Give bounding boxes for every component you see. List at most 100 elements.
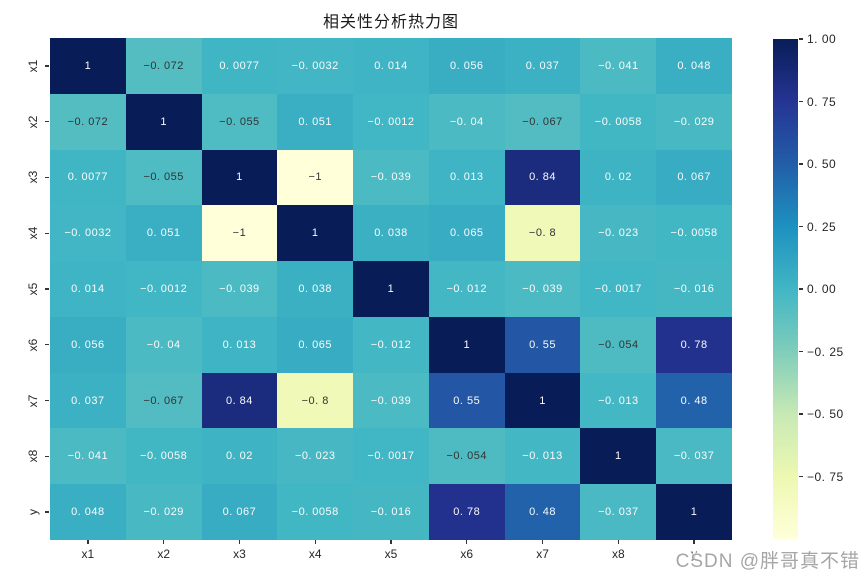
cell-value: 0. 78 <box>680 338 708 351</box>
cell-value: −0. 04 <box>146 338 181 351</box>
x-axis-label-x2: x2 <box>157 547 170 561</box>
cell-value: −0. 0032 <box>64 227 112 240</box>
heatmap-cell-x7-x7: 1 <box>504 372 581 429</box>
heatmap-cell-x4-x5: 0. 038 <box>353 205 429 262</box>
cell-value: −0. 039 <box>522 282 563 295</box>
cell-value: 0. 056 <box>71 338 105 351</box>
heatmap-cell-x3-x1: 0. 0077 <box>50 149 126 206</box>
cell-value: −1 <box>232 227 247 240</box>
cell-value: 0. 013 <box>222 338 257 351</box>
cell-value: −0. 012 <box>446 282 488 295</box>
colorbar-tick <box>799 413 803 415</box>
heatmap-cell-x4-x4: 1 <box>277 205 354 262</box>
heatmap-cell-x2-x5: −0. 0012 <box>353 93 429 150</box>
cell-value: 0. 056 <box>449 59 484 72</box>
cell-value: −0. 012 <box>370 338 412 351</box>
heatmap-cell-x5-x3: −0. 039 <box>201 261 278 317</box>
cell-value: 0. 048 <box>677 59 711 72</box>
heatmap-cell-x8-x7: −0. 013 <box>504 428 581 485</box>
colorbar-tick-label: 0. 25 <box>807 219 837 234</box>
heatmap-cell-x8-x6: −0. 054 <box>428 428 505 485</box>
cell-value: −0. 039 <box>370 171 412 184</box>
heatmap-cell-x6-x4: 0. 065 <box>277 316 354 373</box>
heatmap-cell-x2-x3: −0. 055 <box>201 93 278 150</box>
cell-value: 1 <box>236 171 243 184</box>
heatmap-cell-x5-x4: 0. 038 <box>277 261 354 317</box>
cell-value: −1 <box>308 171 322 184</box>
cell-value: 0. 48 <box>680 394 708 407</box>
colorbar-tick <box>799 288 803 290</box>
cell-value: −0. 055 <box>219 115 260 128</box>
cell-value: 0. 038 <box>374 227 408 240</box>
heatmap-cell-x5-x1: 0. 014 <box>50 261 126 317</box>
heatmap-cell-x4-x8: −0. 023 <box>580 205 657 262</box>
cell-value: −0. 0017 <box>594 282 642 295</box>
heatmap-cell-x2-x2: 1 <box>125 93 202 150</box>
y-axis-tick <box>45 232 49 234</box>
cell-value: 0. 48 <box>529 506 557 519</box>
heatmap-cell-x1-x1: 1 <box>50 38 126 94</box>
y-axis-label-x1: x1 <box>26 59 40 73</box>
cell-value: 0. 84 <box>225 394 253 407</box>
cell-value: −0. 041 <box>67 450 109 463</box>
cell-value: 1 <box>690 506 698 519</box>
x-axis-label-x8: x8 <box>611 547 625 561</box>
y-axis-tick <box>45 511 49 513</box>
heatmap-cell-y-x5: −0. 016 <box>353 484 429 540</box>
heatmap-cell-x2-x6: −0. 04 <box>428 93 505 150</box>
cell-value: −0. 0058 <box>670 227 718 240</box>
x-axis-tick <box>693 540 695 544</box>
heatmap-cell-y-x6: 0. 78 <box>428 484 505 540</box>
cell-value: −0. 0058 <box>594 115 642 128</box>
heatmap-cell-x8-x8: 1 <box>580 428 657 485</box>
heatmap-cell-x2-x1: −0. 072 <box>50 93 126 150</box>
heatmap-cell-x1-x3: 0. 0077 <box>201 38 278 94</box>
cell-value: 0. 051 <box>146 227 181 240</box>
heatmap-cell-x2-x7: −0. 067 <box>504 93 581 150</box>
x-axis-label-x6: x6 <box>460 547 474 561</box>
cell-value: −0. 041 <box>598 59 639 72</box>
cell-value: 0. 048 <box>71 506 105 519</box>
heatmap-cell-x7-x1: 0. 037 <box>50 372 126 429</box>
cell-value: 0. 014 <box>71 282 105 295</box>
y-axis-label-x6: x6 <box>26 338 40 352</box>
cell-value: 0. 0077 <box>219 59 260 72</box>
x-axis-tick <box>390 540 392 544</box>
heatmap-cell-x5-x8: −0. 0017 <box>580 261 657 317</box>
heatmap-cell-x6-y: 0. 78 <box>656 316 732 373</box>
colorbar-tick <box>799 163 803 165</box>
x-axis-tick <box>541 540 544 544</box>
cell-value: −0. 029 <box>143 506 184 519</box>
cell-value: −0. 013 <box>598 394 639 407</box>
cell-value: −0. 0017 <box>367 450 415 463</box>
heatmap-cell-y-x7: 0. 48 <box>504 484 581 540</box>
y-axis-label-x5: x5 <box>26 282 40 296</box>
heatmap-cell-x1-x7: 0. 037 <box>504 38 581 94</box>
heatmap-cell-x1-x5: 0. 014 <box>353 38 429 94</box>
heatmap-cell-y-x4: −0. 0058 <box>277 484 354 540</box>
cell-value: 0. 78 <box>453 506 481 519</box>
cell-value: 0. 067 <box>677 171 711 184</box>
cell-value: 0. 55 <box>529 338 557 351</box>
y-axis-label-x3: x3 <box>26 171 40 184</box>
colorbar-tick-label: −0. 25 <box>807 344 844 359</box>
cell-value: −0. 8 <box>528 227 557 240</box>
x-axis-label-x3: x3 <box>233 547 246 561</box>
heatmap-cell-x7-x3: 0. 84 <box>201 372 278 429</box>
heatmap-cell-x7-x2: −0. 067 <box>125 372 202 429</box>
y-axis-label-x8: x8 <box>26 449 40 463</box>
y-axis-tick <box>45 399 49 402</box>
y-axis-label-x4: x4 <box>26 226 40 240</box>
x-axis-tick <box>314 540 316 544</box>
heatmap-cell-x6-x7: 0. 55 <box>504 316 581 373</box>
heatmap-cell-y-x1: 0. 048 <box>50 484 126 540</box>
cell-value: 0. 013 <box>449 171 484 184</box>
x-axis-tick <box>87 540 89 544</box>
heatmap-cell-x3-x4: −1 <box>277 149 354 206</box>
cell-value: 0. 0077 <box>67 171 108 184</box>
heatmap-cell-x8-x5: −0. 0017 <box>353 428 429 485</box>
cell-value: −0. 039 <box>219 282 260 295</box>
y-axis-tick <box>45 176 49 179</box>
cell-value: −0. 8 <box>301 394 329 407</box>
colorbar-tick <box>799 350 803 353</box>
